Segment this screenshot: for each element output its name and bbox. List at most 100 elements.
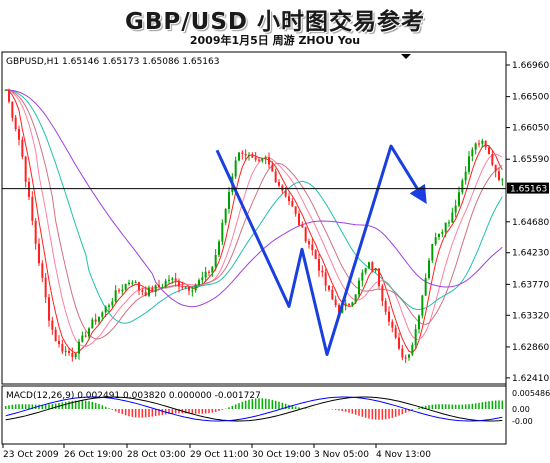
candle-body (211, 266, 214, 273)
candle-body (188, 286, 190, 291)
candle-body (484, 140, 487, 148)
candle-body (428, 260, 430, 279)
candle-body (51, 320, 54, 330)
candle-body (28, 181, 30, 197)
y-tick-label: 1.64230 (512, 249, 549, 259)
y-tick-label: 1.66500 (512, 93, 549, 103)
candle-body (401, 348, 404, 358)
candle-body (64, 350, 67, 352)
candle-body (78, 341, 80, 354)
y-tick-label: 1.62410 (512, 374, 549, 384)
candle-body (364, 268, 367, 273)
candle-body (201, 277, 204, 281)
candle-body (288, 196, 290, 202)
candle-body (91, 319, 94, 329)
candle-body (334, 299, 337, 306)
candle-body (114, 290, 117, 302)
candle-body (134, 282, 137, 284)
candle-body (258, 159, 260, 161)
candle-body (368, 262, 370, 269)
candle-body (48, 297, 50, 321)
candle-body (301, 225, 304, 228)
candle-body (144, 291, 147, 296)
candle-body (371, 262, 374, 271)
candle-body (454, 205, 457, 213)
symbol-info-line: GBPUSD,H1 1.65146 1.65173 1.65086 1.6516… (6, 57, 219, 67)
candle-body (414, 329, 417, 345)
candle-body (424, 278, 427, 296)
x-tick-label: 30 Oct 19:00 (252, 450, 311, 460)
candle-body (378, 268, 380, 286)
candle-body (104, 306, 107, 313)
current-price-box (507, 182, 549, 194)
candle-body (88, 328, 90, 337)
x-tick-label: 28 Oct 03:00 (127, 450, 186, 460)
candle-body (118, 290, 120, 292)
candle-body (331, 289, 334, 300)
candle-body (291, 201, 294, 207)
macd-y-tick-label: -0.00 (512, 417, 533, 426)
candle-body (391, 321, 394, 328)
candle-body (184, 286, 187, 288)
candle-body (418, 315, 420, 330)
candle-body (501, 179, 504, 181)
candle-body (481, 140, 484, 144)
candle-body (101, 312, 104, 317)
current-price-label: 1.65163 (510, 185, 547, 195)
candle-body (421, 295, 424, 316)
candle-body (158, 285, 160, 288)
candle-body (124, 284, 127, 290)
candle-body (68, 350, 70, 354)
y-tick-label: 1.65590 (512, 155, 549, 165)
candle-body (451, 212, 454, 223)
candle-body (251, 154, 254, 158)
candle-body (438, 233, 440, 238)
candle-body (311, 244, 314, 251)
moving-average-line (5, 89, 503, 354)
candle-body (141, 290, 144, 292)
candle-body (11, 101, 14, 118)
candle-body (468, 156, 470, 172)
candle-body (138, 282, 140, 291)
candle-body (461, 180, 464, 193)
y-tick-label: 1.63320 (512, 311, 549, 321)
y-tick-label: 1.66050 (512, 124, 549, 134)
candle-body (431, 243, 434, 261)
candle-body (284, 190, 287, 197)
candle-body (358, 280, 360, 295)
candle-body (208, 271, 210, 273)
candle-body (198, 280, 200, 286)
candle-body (491, 153, 494, 165)
candle-body (324, 272, 327, 286)
candle-body (408, 354, 410, 358)
candle-body (494, 164, 497, 172)
macd-y-tick-label: 0.005486 (512, 389, 550, 398)
y-tick-label: 1.63770 (512, 280, 549, 290)
candle-body (361, 272, 364, 281)
candle-body (14, 117, 17, 129)
candle-body (348, 303, 350, 306)
candle-body (394, 327, 397, 338)
candle-body (254, 157, 257, 160)
candle-body (174, 278, 177, 281)
candle-body (151, 287, 154, 293)
candle-body (248, 154, 250, 156)
candle-body (274, 171, 277, 183)
candle-body (474, 143, 477, 150)
candle-body (41, 263, 44, 278)
candle-body (351, 302, 354, 306)
wave-annotation-arrow (215, 144, 427, 356)
x-tick-label: 26 Oct 19:00 (64, 450, 123, 460)
candle-body (8, 89, 10, 102)
y-tick-label: 1.66960 (512, 61, 549, 71)
y-tick-label: 1.64680 (512, 218, 549, 228)
candle-body (294, 206, 297, 214)
candle-body (304, 227, 307, 242)
candle-body (354, 294, 357, 303)
macd-y-tick-label: 0.00 (512, 405, 530, 414)
candle-body (31, 196, 34, 221)
candle-body (34, 220, 37, 244)
candle-body (218, 241, 220, 255)
candle-body (498, 171, 500, 180)
candle-body (84, 335, 87, 337)
